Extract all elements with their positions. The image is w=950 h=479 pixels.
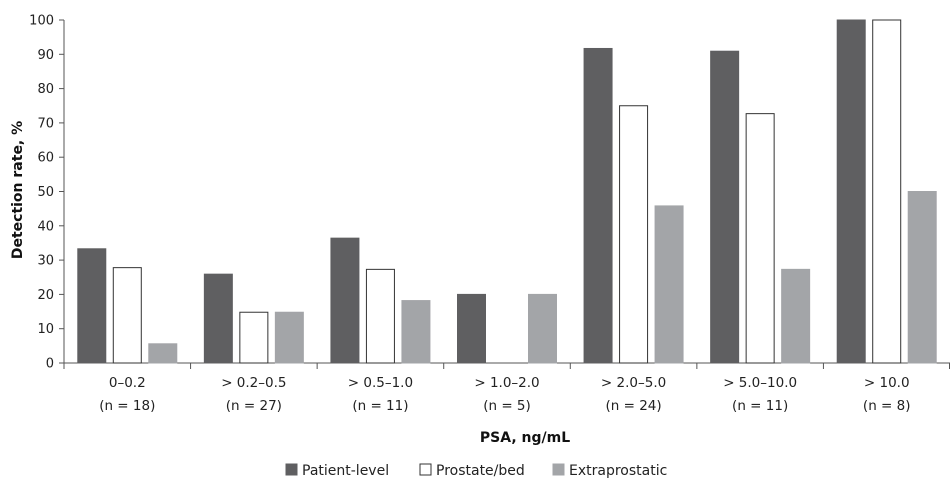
- y-axis: 0 10 20 30 40 50 60 70 80 90 100: [29, 14, 65, 372]
- y-tick-label: 0: [46, 357, 54, 372]
- y-tick-label: 40: [37, 219, 54, 234]
- y-tick-label: 30: [37, 254, 54, 269]
- x-category-n: (n = 11): [352, 398, 408, 414]
- y-tick-label: 70: [37, 116, 54, 131]
- y-tick-label: 10: [37, 322, 54, 337]
- legend-label: Prostate/bed: [436, 463, 525, 479]
- x-category-label: 0–0.2: [109, 375, 146, 391]
- x-category-label: > 0.5–1.0: [348, 375, 413, 391]
- x-category-label: > 1.0–2.0: [474, 375, 539, 391]
- x-category-label: > 10.0: [864, 375, 910, 391]
- bar-prostate-bed-4: [619, 105, 649, 364]
- bar-patient-level-3: [457, 293, 486, 364]
- x-category-n: (n = 27): [226, 398, 282, 414]
- bar-patient-level-2: [330, 237, 360, 364]
- legend: Patient-level Prostate/bed Extraprostatic: [285, 463, 667, 479]
- bar-extraprostatic-3: [528, 293, 557, 364]
- legend-swatch-extraprostatic: [552, 463, 565, 476]
- bar-patient-level-4: [583, 47, 613, 364]
- bar-patient-level-5: [710, 50, 740, 364]
- y-tick-label: 60: [37, 151, 54, 166]
- bar-extraprostatic-1: [274, 311, 304, 364]
- x-category-label: > 2.0–5.0: [601, 375, 666, 391]
- x-category-n: (n = 8): [863, 398, 911, 414]
- legend-swatch-prostate-bed: [419, 463, 432, 476]
- x-category-n: (n = 5): [483, 398, 531, 414]
- bar-extraprostatic-6: [907, 191, 937, 364]
- bar-extraprostatic-5: [781, 268, 811, 364]
- y-tick-label: 50: [37, 185, 54, 200]
- x-category-n: (n = 24): [605, 398, 661, 414]
- x-category-n: (n = 18): [99, 398, 155, 414]
- bar-prostate-bed-0: [112, 267, 142, 364]
- y-axis-title: Detection rate, %: [10, 121, 26, 259]
- bar-patient-level-6: [836, 19, 866, 364]
- bar-prostate-bed-6: [872, 19, 902, 364]
- y-tick-label: 100: [29, 14, 54, 29]
- y-tick-label: 80: [37, 82, 54, 97]
- bar-patient-level-0: [77, 248, 107, 364]
- y-tick-label: 90: [37, 48, 54, 63]
- bar-extraprostatic-0: [148, 343, 178, 364]
- bars: [77, 19, 937, 364]
- legend-label: Patient-level: [302, 463, 389, 479]
- bar-prostate-bed-5: [745, 113, 775, 364]
- x-category-n: (n = 11): [732, 398, 788, 414]
- bar-prostate-bed-2: [365, 268, 395, 364]
- bar-extraprostatic-4: [654, 205, 684, 364]
- x-axis-title: PSA, ng/mL: [480, 430, 570, 446]
- bar-prostate-bed-1: [239, 311, 269, 364]
- x-category-label: > 0.2–0.5: [221, 375, 286, 391]
- bar-extraprostatic-2: [401, 300, 431, 364]
- x-category-label: > 5.0–10.0: [723, 375, 797, 391]
- legend-label: Extraprostatic: [569, 463, 667, 479]
- bar-patient-level-1: [203, 273, 233, 364]
- y-tick-label: 20: [37, 288, 54, 303]
- x-axis: 0–0.2 (n = 18) > 0.2–0.5 (n = 27) > 0.5–1.0 (…: [63, 362, 950, 414]
- legend-swatch-patient-level: [285, 463, 298, 476]
